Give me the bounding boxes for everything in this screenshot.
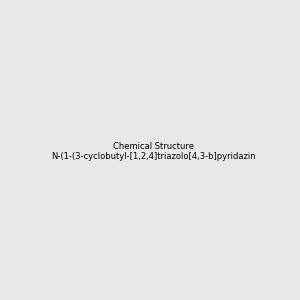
Text: Chemical Structure
N-(1-(3-cyclobutyl-[1,2,4]triazolo[4,3-b]pyridazin: Chemical Structure N-(1-(3-cyclobutyl-[1… [51, 142, 256, 161]
